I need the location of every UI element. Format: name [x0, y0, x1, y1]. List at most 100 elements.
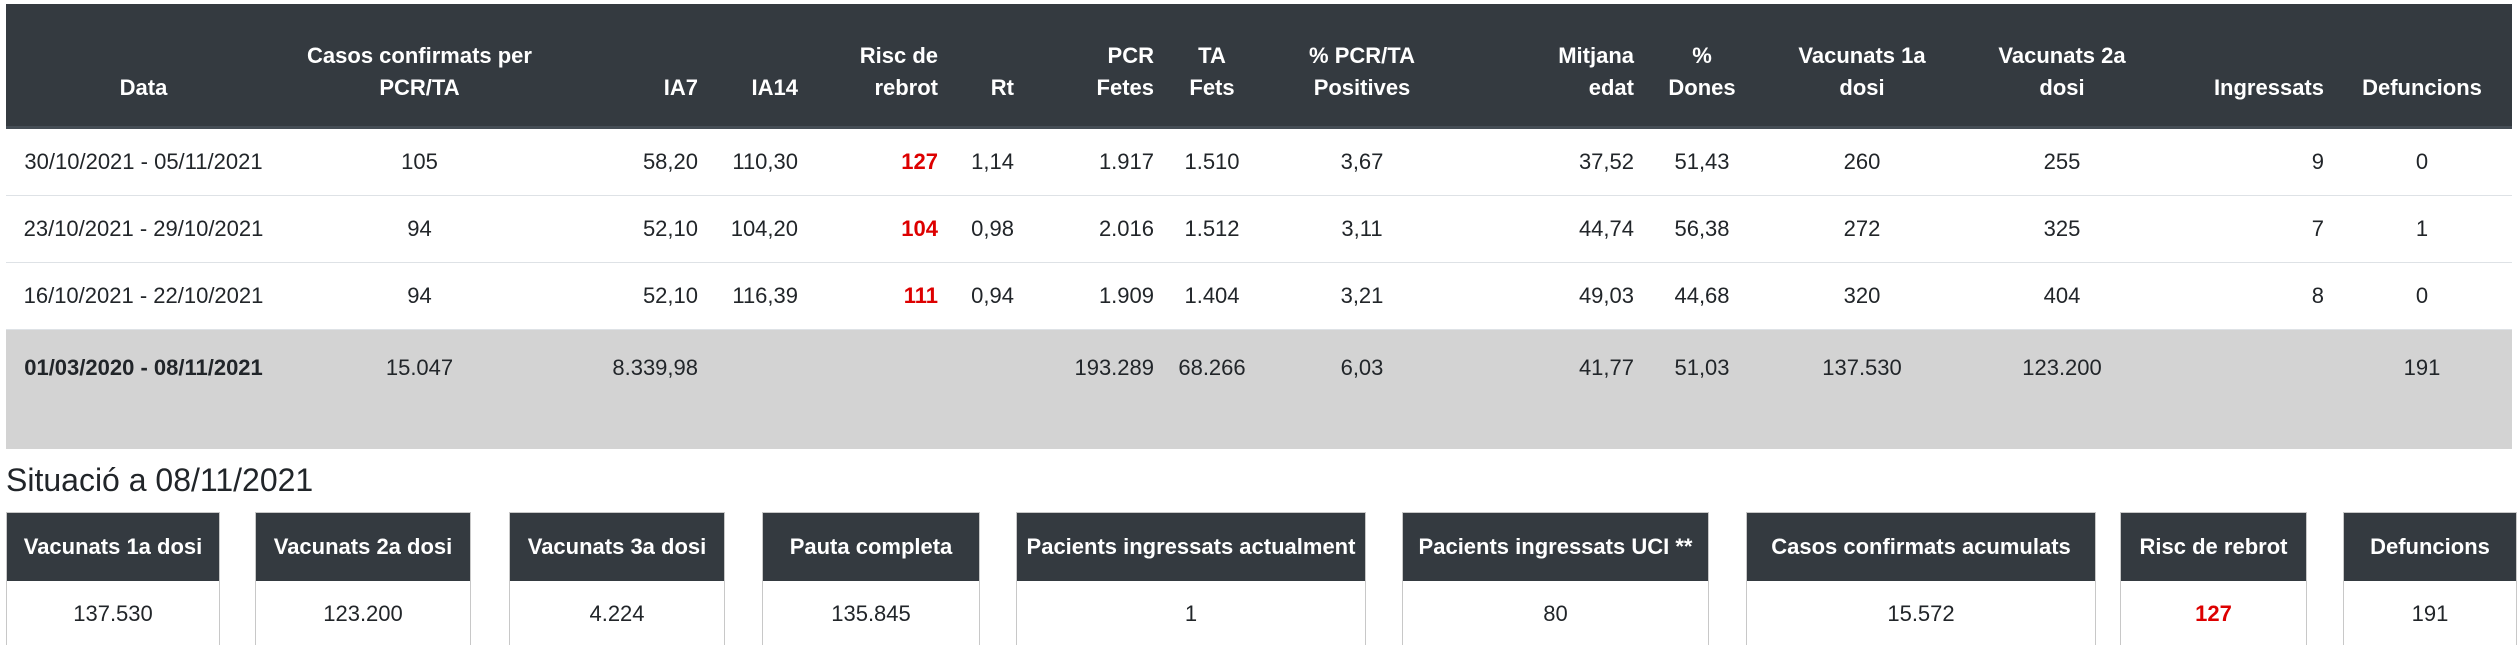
table-cell: 1: [2332, 195, 2512, 263]
table-cell: 52,10: [558, 262, 706, 330]
table-cell: 23/10/2021 - 29/10/2021: [6, 195, 281, 263]
table-cell: 320: [1762, 262, 1962, 330]
table-cell: [2162, 329, 2332, 449]
risk-cell: 111: [806, 262, 946, 330]
table-cell: 01/03/2020 - 08/11/2021: [6, 329, 281, 449]
table-cell: 51,43: [1642, 127, 1762, 196]
situation-cards: Vacunats 1a dosi 137.530 Vacunats 2a dosi 1…: [6, 512, 2518, 648]
table-cell: 6,03: [1262, 329, 1462, 449]
table-cell: 15.047: [281, 329, 558, 449]
card-value: 135.845: [763, 581, 979, 646]
situation-card: Vacunats 3a dosi 4.224: [509, 512, 725, 646]
table-cell: 1.917: [1022, 127, 1162, 196]
card-label: Pauta completa: [763, 513, 979, 581]
table-cell: 105: [281, 127, 558, 196]
table-cell: 1.510: [1162, 127, 1262, 196]
card-value: 4.224: [510, 581, 724, 646]
table-cell: 8.339,98: [558, 329, 706, 449]
card-value: 1: [1017, 581, 1365, 646]
header-ta: TA Fets: [1162, 4, 1262, 129]
table-row: 30/10/2021 - 05/11/2021 105 58,20 110,30 127…: [6, 127, 2512, 196]
card-value: 127: [2121, 581, 2306, 646]
table-cell: 193.289: [1022, 329, 1162, 449]
table-total-row: 01/03/2020 - 08/11/2021 15.047 8.339,98 193…: [6, 329, 2512, 449]
table-cell: 30/10/2021 - 05/11/2021: [6, 127, 281, 196]
table-cell: 41,77: [1462, 329, 1642, 449]
table-cell: [946, 329, 1022, 449]
situation-card: Defuncions 191: [2343, 512, 2517, 646]
table-header-row: Data Casos confirmats per PCR/TA IA7 IA14…: [6, 4, 2512, 129]
header-mitjana-edat: Mitjana edat: [1462, 4, 1642, 129]
situation-card: Vacunats 1a dosi 137.530: [6, 512, 220, 646]
card-label: Defuncions: [2344, 513, 2516, 581]
card-label: Vacunats 2a dosi: [256, 513, 470, 581]
table-cell: 0: [2332, 262, 2512, 330]
weekly-data-table: Data Casos confirmats per PCR/TA IA7 IA14…: [6, 4, 2512, 449]
table-cell: 0,94: [946, 262, 1022, 330]
situation-card: Risc de rebrot 127: [2120, 512, 2307, 646]
table-cell: 116,39: [706, 262, 806, 330]
header-data: Data: [6, 4, 281, 129]
header-pct-positives: % PCR/TA Positives: [1262, 4, 1462, 129]
table-cell: 51,03: [1642, 329, 1762, 449]
table-cell: 2.016: [1022, 195, 1162, 263]
table-cell: 272: [1762, 195, 1962, 263]
table-cell: 137.530: [1762, 329, 1962, 449]
table-cell: 191: [2332, 329, 2512, 449]
header-vacunats-1a: Vacunats 1a dosi: [1762, 4, 1962, 129]
table-cell: 49,03: [1462, 262, 1642, 330]
table-cell: 8: [2162, 262, 2332, 330]
table-cell: 325: [1962, 195, 2162, 263]
situation-card: Pacients ingressats UCI ** 80: [1402, 512, 1709, 646]
table-cell: 7: [2162, 195, 2332, 263]
card-label: Vacunats 3a dosi: [510, 513, 724, 581]
table-cell: 1,14: [946, 127, 1022, 196]
situation-title: Situació a 08/11/2021: [6, 462, 314, 498]
table-cell: 3,67: [1262, 127, 1462, 196]
table-cell: 0: [2332, 127, 2512, 196]
card-value: 80: [1403, 581, 1708, 646]
header-ia7: IA7: [558, 4, 706, 129]
table-cell: 260: [1762, 127, 1962, 196]
table-cell: [706, 329, 806, 449]
header-casos: Casos confirmats per PCR/TA: [281, 4, 558, 129]
table-cell: 9: [2162, 127, 2332, 196]
table-cell: 52,10: [558, 195, 706, 263]
table-cell: 1.909: [1022, 262, 1162, 330]
table-cell: 110,30: [706, 127, 806, 196]
table-cell: 94: [281, 262, 558, 330]
table-cell: 37,52: [1462, 127, 1642, 196]
header-pcr: PCR Fetes: [1022, 4, 1162, 129]
header-defuncions: Defuncions: [2332, 4, 2512, 129]
situation-card: Pacients ingressats actualment 1: [1016, 512, 1366, 646]
table-cell: 104,20: [706, 195, 806, 263]
header-rt: Rt: [946, 4, 1022, 129]
card-label: Vacunats 1a dosi: [7, 513, 219, 581]
risk-cell: 127: [806, 127, 946, 196]
situation-card: Vacunats 2a dosi 123.200: [255, 512, 471, 646]
table-cell: 404: [1962, 262, 2162, 330]
risk-cell: 104: [806, 195, 946, 263]
table-cell: 68.266: [1162, 329, 1262, 449]
header-ia14: IA14: [706, 4, 806, 129]
situation-card: Casos confirmats acumulats 15.572: [1746, 512, 2096, 646]
table-row: 16/10/2021 - 22/10/2021 94 52,10 116,39 111 0…: [6, 262, 2512, 330]
table-row: 23/10/2021 - 29/10/2021 94 52,10 104,20 104 0…: [6, 195, 2512, 263]
table-cell: 123.200: [1962, 329, 2162, 449]
header-ingressats: Ingressats: [2162, 4, 2332, 129]
table-cell: 0,98: [946, 195, 1022, 263]
table-cell: 3,11: [1262, 195, 1462, 263]
card-label: Risc de rebrot: [2121, 513, 2306, 581]
table-cell: 44,68: [1642, 262, 1762, 330]
header-vacunats-2a: Vacunats 2a dosi: [1962, 4, 2162, 129]
table-cell: 58,20: [558, 127, 706, 196]
situation-card: Pauta completa 135.845: [762, 512, 980, 646]
card-value: 191: [2344, 581, 2516, 646]
risk-cell: [806, 329, 946, 449]
table-cell: 1.512: [1162, 195, 1262, 263]
table-cell: 94: [281, 195, 558, 263]
table-cell: 3,21: [1262, 262, 1462, 330]
table-cell: 44,74: [1462, 195, 1642, 263]
header-risc: Risc de rebrot: [806, 4, 946, 129]
card-label: Casos confirmats acumulats: [1747, 513, 2095, 581]
